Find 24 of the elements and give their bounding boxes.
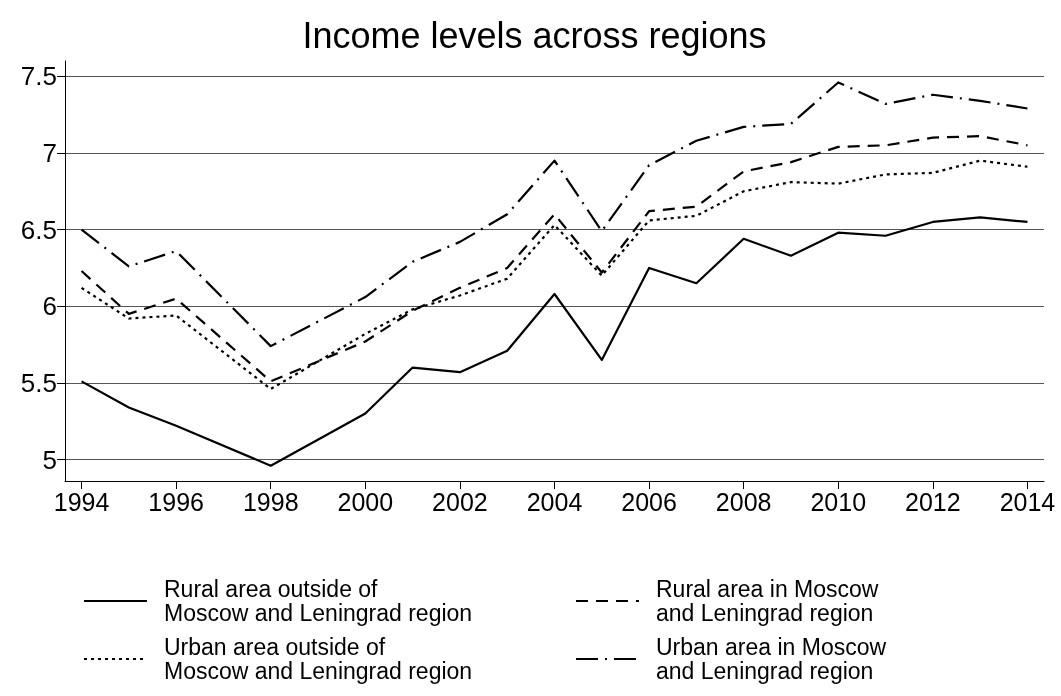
x-tick-label: 2002 [432, 487, 488, 516]
legend-label: Urban area outside of Moscow and Leningrad region [164, 634, 473, 684]
x-tick-label: 1998 [242, 487, 299, 516]
line-series [80, 81, 1029, 348]
x-tick-label: 2014 [999, 487, 1056, 516]
y-tick-label: 7 [42, 137, 57, 168]
y-tick-label: 5 [42, 444, 57, 475]
legend-label: Rural area outside of Moscow and Leningrad region [164, 576, 473, 626]
y-tick-label: 6.5 [20, 214, 57, 245]
y-tick-label: 6 [42, 291, 57, 322]
x-tick-label: 2008 [715, 487, 772, 516]
line-series [80, 216, 1029, 467]
x-tick-label: 2000 [337, 487, 394, 516]
chart-title: Income levels across regions [302, 14, 767, 56]
x-tick-label: 2010 [810, 487, 867, 516]
y-tick-label: 5.5 [20, 367, 57, 398]
legend-label: Urban area in Moscow and Leningrad region [656, 634, 887, 684]
x-tick-label: 2004 [526, 487, 583, 516]
x-tick-label: 2012 [905, 487, 961, 516]
legend-label: Rural area in Moscow and Leningrad region [656, 576, 879, 626]
x-tick-label: 1996 [148, 487, 204, 516]
x-tick-label: 2006 [621, 487, 677, 516]
y-tick-label: 7.5 [20, 61, 57, 92]
x-tick-label: 1994 [53, 487, 110, 516]
